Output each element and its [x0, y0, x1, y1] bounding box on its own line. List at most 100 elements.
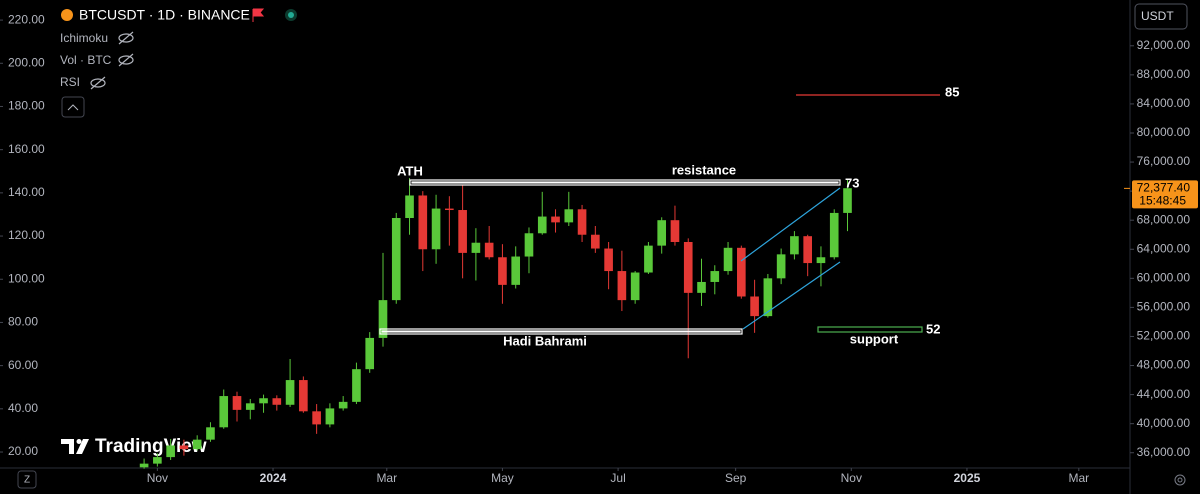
flag-icon[interactable] [252, 8, 265, 22]
annotation: 73 [845, 175, 859, 190]
candle-body [458, 210, 467, 253]
candle-body [591, 234, 600, 249]
x-tick-label: May [491, 471, 514, 485]
candle-body [471, 242, 481, 253]
x-tick-label: Jul [610, 471, 625, 485]
candle-body [564, 209, 574, 223]
candle-body [312, 411, 321, 425]
hidden-eye-icon[interactable] [90, 76, 106, 90]
candle-body [617, 271, 627, 301]
candle-body [697, 281, 706, 293]
y-tick-label: 88,000.00 [1137, 67, 1191, 81]
countdown-label: 15:48:45 [1139, 194, 1186, 208]
y2-tick-label: 200.00 [8, 55, 45, 69]
candle-body [843, 188, 852, 213]
candle-body [737, 247, 746, 297]
candle-body [325, 408, 335, 425]
collapse-button[interactable] [61, 96, 85, 118]
support-line [817, 326, 923, 333]
y2-tick-label: 160.00 [8, 142, 45, 156]
candle-body [285, 380, 295, 405]
y2-tick-label: 140.00 [8, 185, 45, 199]
candle-body [166, 445, 175, 458]
y2-tick-label: 80.00 [8, 315, 38, 329]
annotation: ATH [397, 163, 423, 178]
y-tick-label: 40,000.00 [1137, 416, 1191, 430]
candle-body [577, 209, 587, 235]
y-tick-label: 60,000.00 [1137, 271, 1191, 285]
indicator-label[interactable]: Vol · BTC [60, 53, 112, 67]
channel-lower [742, 261, 841, 330]
candle-body [139, 463, 149, 468]
x-tick-label: Mar [1068, 471, 1089, 485]
candle-body [378, 300, 388, 338]
y2-tick-label: 20.00 [8, 444, 38, 458]
candle-body [511, 256, 521, 285]
y-tick-label: 84,000.00 [1137, 96, 1191, 110]
candle-body [723, 247, 733, 272]
candle-body [445, 208, 454, 211]
y2-tick-label: 60.00 [8, 358, 38, 372]
candle-body [604, 248, 613, 272]
candle-body [776, 254, 786, 279]
candle-body [710, 271, 720, 282]
y-tick-label: 76,000.00 [1137, 154, 1191, 168]
hidden-eye-icon[interactable] [118, 53, 134, 67]
timezone-button[interactable] [17, 470, 37, 489]
x-tick-label: Mar [376, 471, 397, 485]
candle-body [763, 278, 773, 317]
candle-body [179, 445, 189, 450]
y-tick-label: 64,000.00 [1137, 241, 1191, 255]
watermark: TradingView [95, 436, 207, 457]
candle-body [431, 208, 441, 250]
watermark-logo [61, 439, 89, 454]
candle-body [683, 241, 693, 293]
indicator-label[interactable]: RSI [60, 75, 80, 89]
candle-body [537, 216, 547, 234]
symbol-icon [61, 9, 73, 21]
annotation: resistance [672, 162, 736, 177]
y-tick-label: 80,000.00 [1137, 125, 1191, 139]
candle-body [498, 257, 507, 285]
candle-body [829, 212, 839, 258]
support-zone-inner [381, 330, 741, 333]
candle-body [803, 236, 812, 264]
y2-tick-label: 220.00 [8, 12, 45, 26]
candle-body [259, 398, 268, 404]
y-tick-label: 48,000.00 [1137, 358, 1191, 372]
annotation: support [850, 331, 899, 346]
status-dot [288, 12, 294, 18]
annotation: 52 [926, 321, 940, 336]
y-tick-label: 44,000.00 [1137, 387, 1191, 401]
candle-body [365, 337, 375, 370]
candle-body [272, 398, 282, 405]
candle-body [299, 380, 308, 412]
x-tick-label: Nov [147, 471, 168, 485]
currency-button[interactable] [1134, 3, 1188, 30]
candle-body [338, 401, 348, 409]
candle-body [750, 296, 759, 317]
candle-body [418, 195, 428, 250]
candle-body [219, 396, 229, 428]
hidden-eye-icon[interactable] [118, 31, 134, 45]
candle-body [153, 457, 162, 464]
indicator-label[interactable]: Ichimoku [60, 31, 108, 45]
y2-tick-label: 100.00 [8, 271, 45, 285]
candle-body [192, 439, 202, 450]
candle-body [391, 218, 401, 301]
currency-label: USDT [1141, 9, 1174, 23]
button-label: Z [24, 475, 30, 486]
candle-body [790, 236, 799, 255]
candle-body [524, 233, 534, 257]
candle-body [232, 396, 242, 410]
resistance-zone-inner [411, 181, 839, 184]
collapse-icon [67, 104, 79, 111]
candle-body [670, 220, 680, 242]
annotation: Hadi Bahrami [503, 333, 587, 348]
settings-icon[interactable] [1174, 474, 1186, 486]
x-tick-label: Sep [725, 471, 747, 485]
last-price-box [1132, 180, 1198, 209]
symbol-title[interactable]: BTCUSDT · 1D · BINANCE [79, 7, 250, 23]
